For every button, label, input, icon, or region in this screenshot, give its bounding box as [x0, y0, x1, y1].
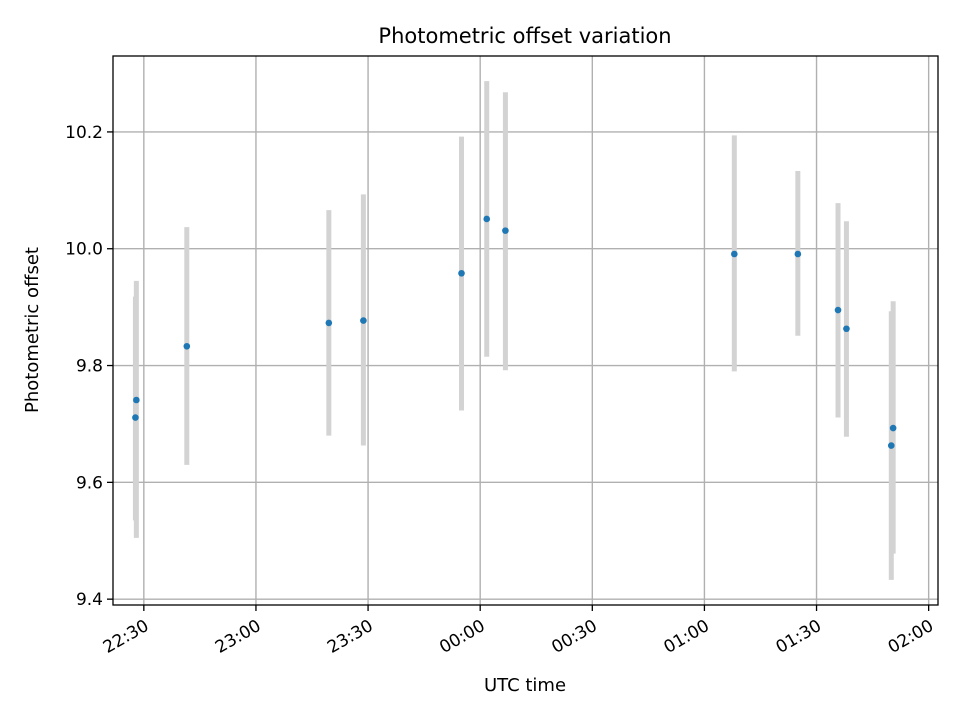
data-points	[132, 215, 897, 449]
y-tick-label: 10.0	[65, 240, 103, 260]
y-grid	[113, 131, 938, 600]
data-point	[360, 317, 367, 324]
data-point	[887, 442, 895, 449]
y-tick-label: 9.8	[76, 357, 103, 377]
data-point	[483, 215, 491, 223]
data-point	[889, 424, 897, 432]
data-point	[731, 250, 738, 258]
data-point	[843, 325, 850, 333]
chart-title: Photometric offset variation	[378, 24, 671, 48]
y-tick-label: 10.2	[65, 123, 103, 143]
data-point	[834, 306, 842, 314]
y-tick-label: 9.6	[76, 473, 103, 493]
y-axis-title: Photometric offset	[22, 247, 43, 413]
data-point	[502, 227, 509, 234]
data-point	[132, 414, 139, 421]
data-point	[183, 342, 191, 350]
x-grid	[143, 56, 930, 605]
data-point	[458, 269, 465, 277]
data-point	[133, 396, 140, 404]
y-axis-ticks: 9.4 9.6 9.8 10.0 10.2	[65, 123, 113, 610]
data-point	[325, 319, 333, 327]
data-point	[794, 250, 802, 258]
x-axis-title: UTC time	[484, 675, 566, 696]
y-tick-label: 9.4	[76, 590, 103, 610]
plot-frame	[112, 55, 939, 606]
